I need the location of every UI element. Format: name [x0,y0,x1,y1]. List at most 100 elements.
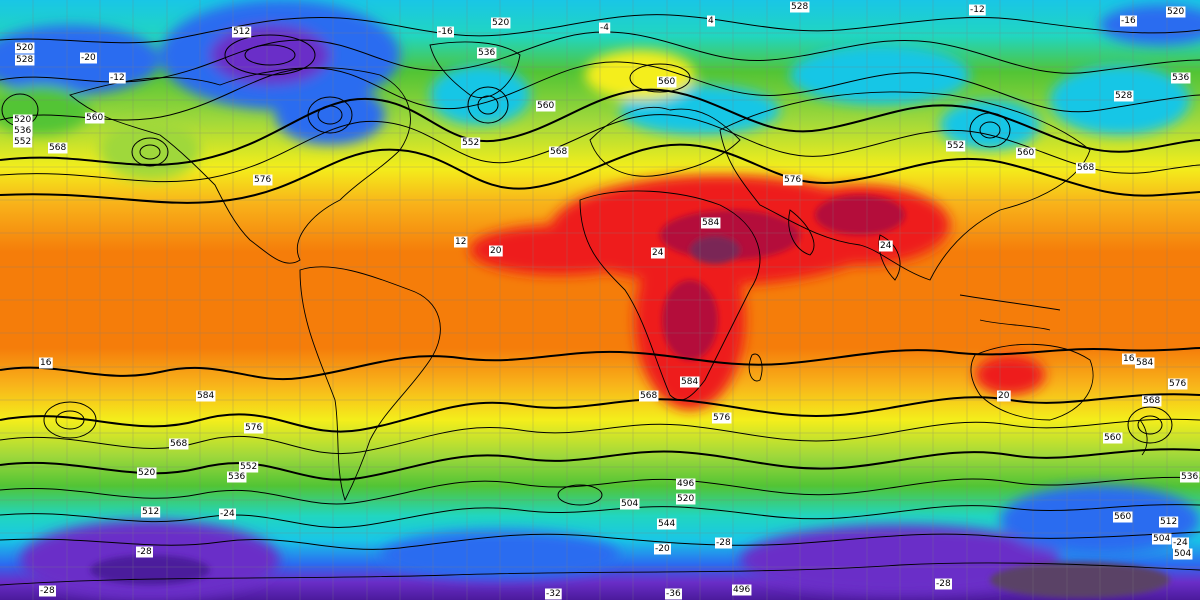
contour-north-3 [0,143,1200,204]
contour-label: 560 [1016,147,1036,159]
contour-label: 576 [253,174,273,186]
svg-text:-20: -20 [655,544,670,554]
contour-label: 496 [676,478,696,490]
antarctica-coast [0,562,1200,586]
svg-text:520: 520 [677,494,694,504]
contour-north-4 [0,61,1200,121]
svg-text:576: 576 [245,423,262,433]
greenland-coast [429,41,521,99]
closed-contour-asia [969,112,1011,148]
contour-label: -36 [665,588,682,600]
svg-text:560: 560 [537,101,554,111]
svg-text:4: 4 [708,16,714,26]
contour-label: 24 [651,247,665,259]
contour-label: 584 [701,217,721,229]
svg-text:552: 552 [947,141,964,151]
contour-label: 512 [232,26,252,38]
closed-contour-arctic [224,34,316,76]
contour-label: -28 [715,537,732,549]
new-zealand-coast [1139,419,1148,456]
svg-text:576: 576 [713,413,730,423]
contour-south-2 [0,418,1200,455]
contour-label: -12 [109,72,126,84]
svg-text:-28: -28 [40,586,55,596]
closed-contour-pacific [131,137,169,167]
contour-label: 584 [1135,357,1155,369]
svg-text:568: 568 [1077,163,1094,173]
svg-text:536: 536 [1181,472,1198,482]
contour-south-6 [0,531,1200,550]
contour-label: -16 [437,26,454,38]
contour-south-3 [0,448,1200,481]
closed-contour-canada [307,96,353,134]
svg-text:528: 528 [16,55,33,65]
contour-label: 528 [790,1,810,13]
contour-label: -32 [545,588,562,600]
svg-text:536: 536 [478,48,495,58]
contour-label: 520 [1166,6,1186,18]
svg-text:552: 552 [240,462,257,472]
contour-label: 568 [48,142,68,154]
svg-text:528: 528 [1115,91,1132,101]
contour-south-1 [0,393,1200,433]
svg-text:520: 520 [1167,7,1184,17]
africa-coast [579,190,761,401]
svg-text:-12: -12 [110,73,125,83]
contour-label: 568 [1076,162,1096,174]
closed-contour-tasman [1127,406,1173,444]
svg-text:560: 560 [1017,148,1034,158]
asia-coast [719,91,1091,281]
svg-text:16: 16 [1123,354,1135,364]
svg-text:560: 560 [86,113,103,123]
svg-text:-12: -12 [970,5,985,15]
europe-coast [589,106,741,177]
contour-label: 536 [1180,471,1200,483]
svg-text:-36: -36 [666,589,681,599]
svg-text:536: 536 [1172,73,1189,83]
svg-text:496: 496 [733,585,750,595]
contour-label: -28 [39,585,56,597]
svg-text:512: 512 [233,27,250,37]
contour-label: 576 [783,174,803,186]
contour-label: 584 [680,376,700,388]
svg-text:568: 568 [1143,396,1160,406]
contour-label: -20 [654,543,671,555]
svg-text:520: 520 [492,18,509,28]
contour-label: 512 [1159,516,1179,528]
contour-label: 520 [491,17,511,29]
contour-label: -24 [1172,537,1189,549]
contour-label: 568 [169,438,189,450]
svg-text:568: 568 [49,143,66,153]
svg-text:-24: -24 [220,509,235,519]
svg-text:560: 560 [1114,512,1131,522]
contour-label: 560 [1113,511,1133,523]
contour-label: 536 [1171,72,1191,84]
contour-label: 576 [244,422,264,434]
geopotential-contours [0,14,1200,550]
svg-text:504: 504 [1153,534,1170,544]
contour-label: 536 [477,47,497,59]
svg-text:520: 520 [138,468,155,478]
svg-text:520: 520 [14,115,31,125]
contour-label: 560 [657,76,677,88]
svg-text:520: 520 [16,43,33,53]
svg-text:584: 584 [1136,358,1153,368]
svg-text:512: 512 [1160,517,1177,527]
contour-south-5 [0,504,1200,528]
australia-coast [970,343,1094,421]
contour-label: 528 [1114,90,1134,102]
contour-label: 552 [13,136,33,148]
svg-text:-28: -28 [716,538,731,548]
svg-text:576: 576 [784,175,801,185]
contour-label: 24 [879,240,893,252]
svg-text:536: 536 [228,472,245,482]
contour-label: 536 [13,125,33,137]
svg-text:-28: -28 [137,547,152,557]
contour-label: 512 [141,506,161,518]
svg-text:552: 552 [14,137,31,147]
contour-label: 584 [196,390,216,402]
closed-contour-south-pacific [43,401,97,439]
contour-label: -16 [1120,15,1137,27]
